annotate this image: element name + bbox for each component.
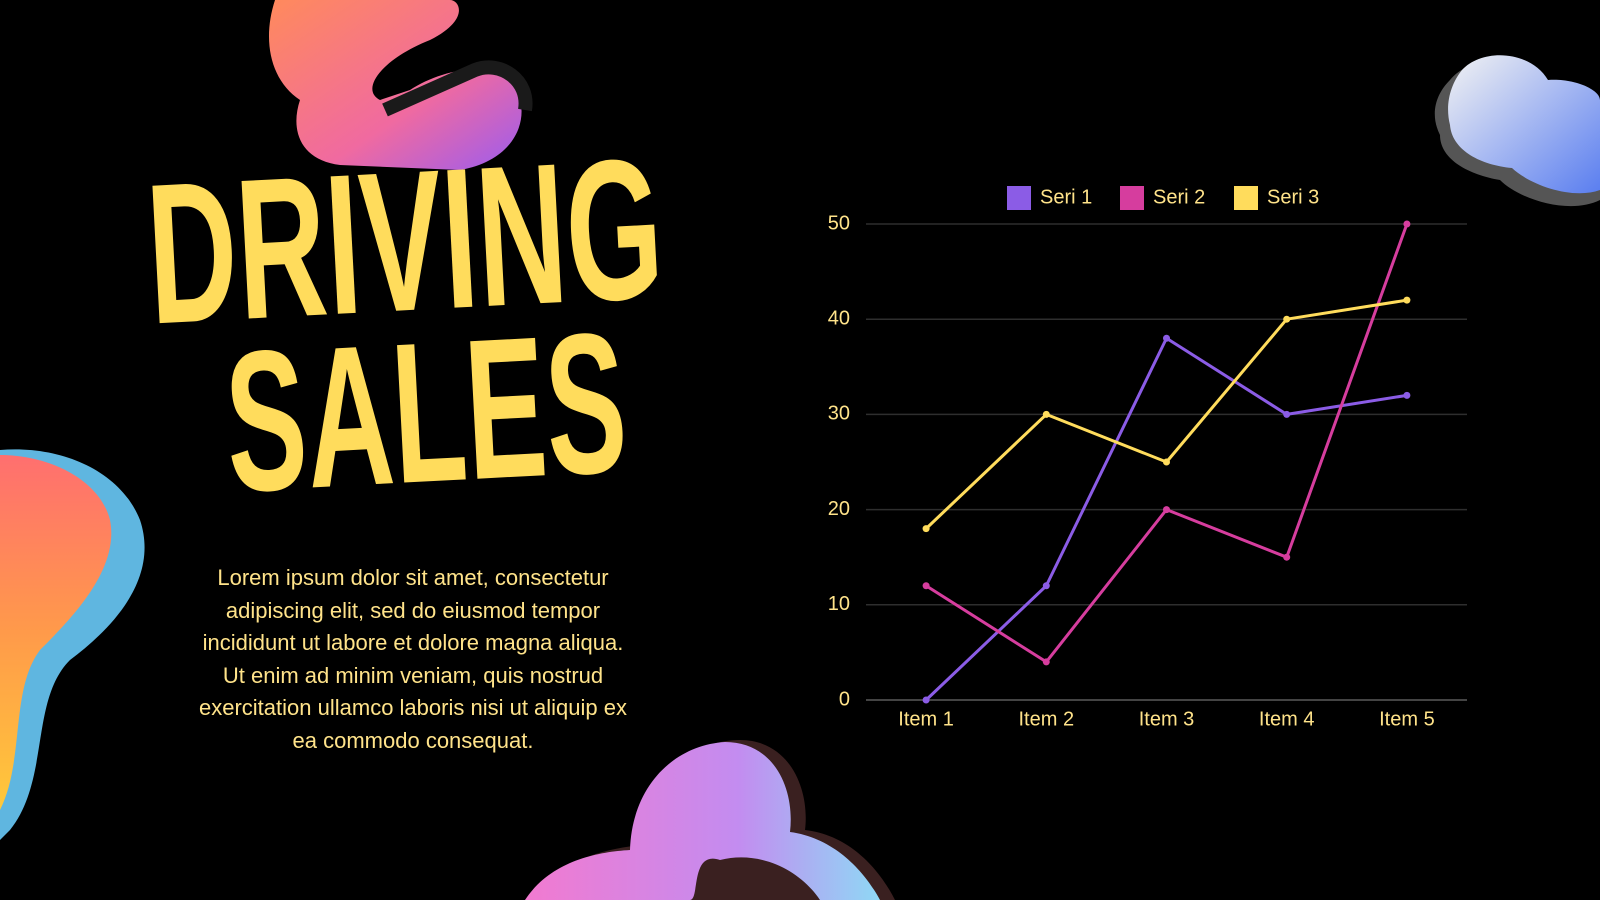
- title-group: DRIVING SALES: [142, 117, 668, 535]
- legend-swatch: [1234, 186, 1258, 210]
- data-point: [1403, 391, 1411, 399]
- legend-swatch: [1007, 186, 1031, 210]
- x-tick-label: Item 2: [1019, 708, 1075, 730]
- legend-label: Seri 2: [1153, 186, 1205, 208]
- data-point: [1042, 658, 1050, 666]
- legend-swatch: [1120, 186, 1144, 210]
- data-point: [1042, 410, 1050, 418]
- legend-label: Seri 3: [1267, 186, 1319, 208]
- y-tick-label: 50: [828, 212, 850, 234]
- title-line: SALES: [220, 291, 631, 535]
- x-tick-label: Item 1: [898, 708, 954, 730]
- y-tick-label: 10: [828, 593, 850, 615]
- data-point: [922, 696, 930, 704]
- y-tick-label: 0: [839, 688, 850, 710]
- series-line: [925, 336, 1408, 702]
- title-line: DRIVING: [142, 117, 668, 367]
- data-point: [1283, 410, 1291, 418]
- data-point: [1403, 296, 1411, 304]
- data-point: [1283, 553, 1291, 561]
- line-chart: 0 10 20 30 40 50 Item 1 Item 2 Item 3 Item 4 Item …: [828, 186, 1467, 730]
- legend-label: Seri 1: [1040, 186, 1092, 208]
- data-point: [1163, 334, 1170, 342]
- x-tick-label: Item 5: [1379, 708, 1435, 730]
- data-point: [922, 582, 930, 590]
- y-tick-label: 40: [828, 307, 850, 329]
- x-tick-label: Item 4: [1259, 708, 1315, 730]
- x-tick-label: Item 3: [1139, 708, 1195, 730]
- body-text: Lorem ipsum dolor sit amet, consectetur …: [199, 565, 627, 753]
- y-tick-label: 30: [828, 403, 850, 425]
- data-point: [922, 525, 930, 533]
- data-point: [1163, 506, 1170, 514]
- data-point: [1403, 220, 1411, 228]
- series-line: [925, 223, 1409, 664]
- data-point: [1163, 458, 1170, 466]
- data-point: [1042, 582, 1050, 590]
- y-tick-label: 20: [828, 498, 850, 520]
- data-point: [1283, 315, 1291, 323]
